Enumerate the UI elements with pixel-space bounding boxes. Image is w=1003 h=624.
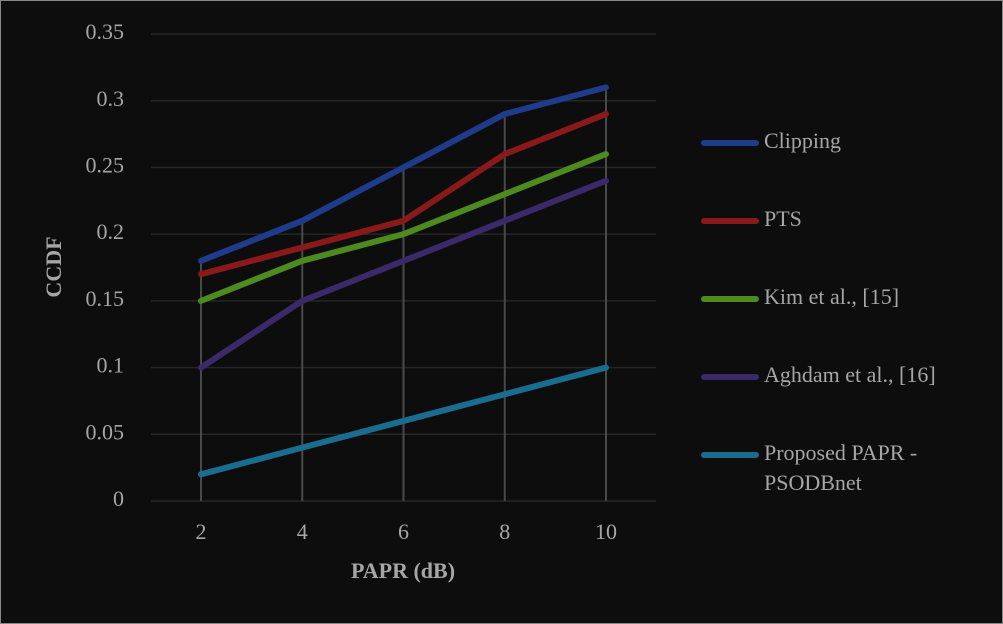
- legend: Clipping PTS Kim et al., [15] Aghdam et al.…: [701, 126, 991, 516]
- x-tick-label: 2: [196, 519, 207, 544]
- legend-label: Aghdam et al., [16]: [764, 362, 936, 387]
- series-line: [198, 151, 609, 304]
- x-tick-label: 6: [398, 519, 409, 544]
- legend-swatch: [701, 140, 759, 146]
- legend-entry: Kim et al., [15]: [701, 282, 991, 360]
- x-axis-title: PAPR (dB): [351, 558, 455, 583]
- y-axis-title: CCDF: [41, 236, 66, 297]
- y-tick-label: 0.35: [86, 19, 125, 44]
- y-tick-label: 0.3: [97, 86, 125, 111]
- legend-label: Proposed PAPR - PSODBnet: [764, 440, 918, 495]
- legend-entry: PTS: [701, 204, 991, 282]
- x-tick-label: 10: [595, 519, 617, 544]
- legend-entry: Aghdam et al., [16]: [701, 360, 991, 438]
- legend-label: Clipping: [764, 128, 842, 153]
- legend-swatch: [701, 218, 759, 224]
- y-tick-label: 0.15: [86, 286, 125, 311]
- y-tick-label: 0.2: [97, 219, 125, 244]
- legend-swatch: [701, 374, 759, 380]
- legend-label: PTS: [764, 206, 802, 231]
- y-tick-label: 0.25: [86, 152, 125, 177]
- series-line: [198, 111, 609, 278]
- series-line: [198, 177, 609, 371]
- legend-swatch: [701, 452, 759, 458]
- y-tick-label: 0: [113, 486, 124, 511]
- y-tick-label: 0.05: [86, 419, 125, 444]
- y-tick-label: 0.1: [97, 353, 125, 378]
- legend-swatch: [701, 296, 759, 302]
- legend-entry: Clipping: [701, 126, 991, 204]
- series-line: [198, 364, 609, 478]
- legend-entry: Proposed PAPR - PSODBnet: [701, 438, 991, 516]
- series-line: [198, 84, 609, 264]
- x-tick-label: 4: [297, 519, 308, 544]
- legend-label: Kim et al., [15]: [764, 284, 900, 309]
- x-tick-label: 8: [499, 519, 510, 544]
